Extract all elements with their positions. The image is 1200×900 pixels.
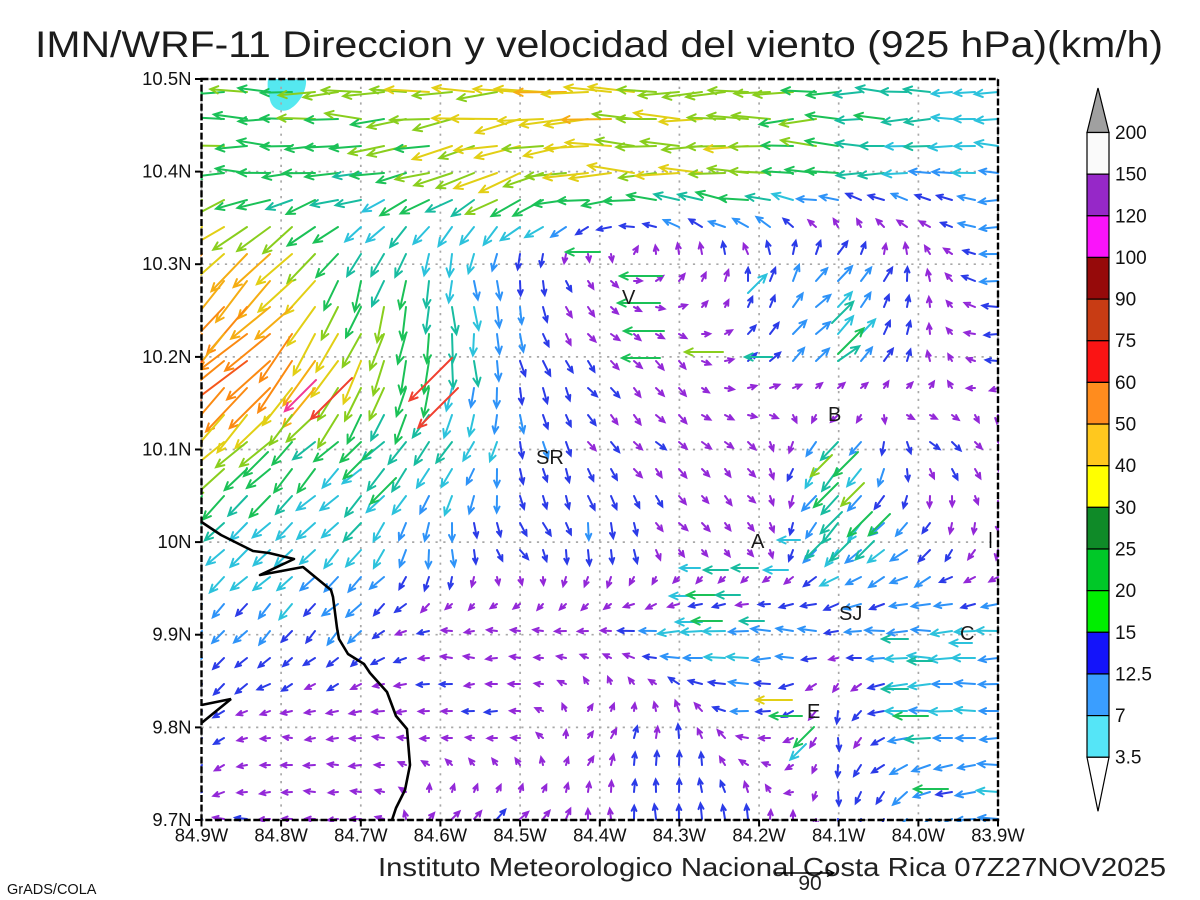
svg-text:B: B	[828, 404, 841, 426]
svg-text:7: 7	[1115, 706, 1126, 727]
svg-text:A: A	[751, 531, 765, 553]
svg-text:C: C	[960, 623, 974, 645]
svg-text:25: 25	[1115, 540, 1136, 561]
svg-text:SJ: SJ	[839, 603, 862, 625]
svg-text:15: 15	[1115, 623, 1136, 644]
svg-text:10.1N: 10.1N	[142, 439, 191, 460]
svg-text:3.5: 3.5	[1115, 748, 1141, 769]
svg-text:84.5W: 84.5W	[493, 825, 547, 846]
svg-text:90: 90	[1115, 290, 1136, 311]
svg-text:150: 150	[1115, 165, 1147, 186]
svg-text:84.1W: 84.1W	[812, 825, 866, 846]
svg-text:60: 60	[1115, 373, 1136, 394]
svg-text:84.3W: 84.3W	[653, 825, 707, 846]
svg-text:10N: 10N	[158, 531, 192, 552]
svg-text:9.8N: 9.8N	[152, 716, 191, 737]
svg-text:12.5: 12.5	[1115, 664, 1152, 685]
svg-text:10.5N: 10.5N	[142, 68, 191, 89]
svg-text:120: 120	[1115, 206, 1147, 227]
svg-text:84.4W: 84.4W	[573, 825, 627, 846]
svg-text:200: 200	[1115, 123, 1147, 144]
svg-text:V: V	[622, 287, 636, 309]
svg-text:E: E	[807, 701, 820, 723]
svg-text:90: 90	[798, 872, 821, 895]
svg-text:50: 50	[1115, 415, 1136, 436]
svg-text:10.2N: 10.2N	[142, 346, 191, 367]
svg-text:Instituto Meteorologico Nacion: Instituto Meteorologico Nacional Costa R…	[378, 852, 1166, 882]
svg-text:84.7W: 84.7W	[334, 825, 388, 846]
svg-text:75: 75	[1115, 331, 1136, 352]
svg-text:20: 20	[1115, 581, 1136, 602]
svg-text:GrADS/COLA: GrADS/COLA	[7, 882, 97, 898]
svg-text:40: 40	[1115, 456, 1136, 477]
svg-text:84.9W: 84.9W	[175, 825, 229, 846]
svg-text:IMN/WRF-11 Direccion y velocid: IMN/WRF-11 Direccion y velocidad del vie…	[35, 24, 1163, 65]
svg-text:100: 100	[1115, 248, 1147, 269]
svg-text:84.0W: 84.0W	[892, 825, 946, 846]
svg-text:83.9W: 83.9W	[971, 825, 1025, 846]
svg-text:10.3N: 10.3N	[142, 253, 191, 274]
svg-text:84.8W: 84.8W	[254, 825, 308, 846]
svg-text:9.9N: 9.9N	[152, 624, 191, 645]
svg-text:9.7N: 9.7N	[152, 809, 191, 830]
svg-text:10.4N: 10.4N	[142, 161, 191, 182]
svg-text:84.2W: 84.2W	[732, 825, 786, 846]
svg-text:SR: SR	[536, 447, 564, 469]
svg-text:30: 30	[1115, 498, 1136, 519]
svg-text:84.6W: 84.6W	[414, 825, 468, 846]
